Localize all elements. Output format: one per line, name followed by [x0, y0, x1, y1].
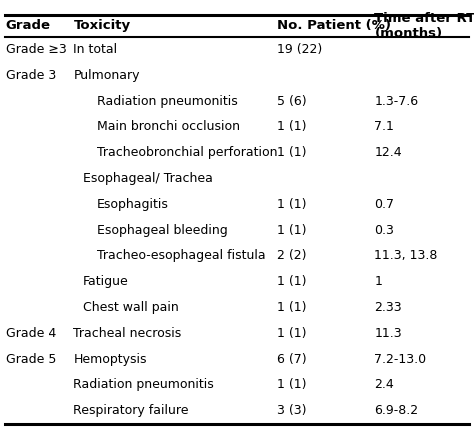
Text: Toxicity: Toxicity [73, 19, 131, 32]
Text: 0.7: 0.7 [374, 198, 394, 211]
Text: Esophageal/ Trachea: Esophageal/ Trachea [83, 172, 213, 185]
Text: Radiation pneumonitis: Radiation pneumonitis [97, 95, 238, 108]
Text: 1 (1): 1 (1) [277, 301, 307, 314]
Text: 3 (3): 3 (3) [277, 404, 307, 417]
Text: Main bronchi occlusion: Main bronchi occlusion [97, 120, 240, 133]
Text: Tracheal necrosis: Tracheal necrosis [73, 327, 182, 340]
Text: Grade 5: Grade 5 [6, 353, 56, 366]
Text: Hemoptysis: Hemoptysis [73, 353, 147, 366]
Text: Grade 3: Grade 3 [6, 69, 56, 82]
Text: 11.3, 13.8: 11.3, 13.8 [374, 249, 438, 262]
Text: Radiation pneumonitis: Radiation pneumonitis [73, 378, 214, 391]
Text: 7.2-13.0: 7.2-13.0 [374, 353, 427, 366]
Text: 2 (2): 2 (2) [277, 249, 307, 262]
Text: 6 (7): 6 (7) [277, 353, 307, 366]
Text: 1 (1): 1 (1) [277, 224, 307, 236]
Text: 1 (1): 1 (1) [277, 378, 307, 391]
Text: Esophagitis: Esophagitis [97, 198, 169, 211]
Text: 1 (1): 1 (1) [277, 146, 307, 159]
Text: Esophageal bleeding: Esophageal bleeding [97, 224, 228, 236]
Text: Tracheobronchial perforation: Tracheobronchial perforation [97, 146, 278, 159]
Text: 1 (1): 1 (1) [277, 275, 307, 288]
Text: Time after RT
(months): Time after RT (months) [374, 12, 474, 40]
Text: 12.4: 12.4 [374, 146, 402, 159]
Text: 0.3: 0.3 [374, 224, 394, 236]
Text: 19 (22): 19 (22) [277, 43, 322, 56]
Text: 1 (1): 1 (1) [277, 327, 307, 340]
Text: 1 (1): 1 (1) [277, 198, 307, 211]
Text: 1 (1): 1 (1) [277, 120, 307, 133]
Text: Respiratory failure: Respiratory failure [73, 404, 189, 417]
Text: Pulmonary: Pulmonary [73, 69, 140, 82]
Text: 5 (6): 5 (6) [277, 95, 307, 108]
Text: 7.1: 7.1 [374, 120, 394, 133]
Text: 6.9-8.2: 6.9-8.2 [374, 404, 419, 417]
Text: Tracheo-esophageal fistula: Tracheo-esophageal fistula [97, 249, 266, 262]
Text: 2.4: 2.4 [374, 378, 394, 391]
Text: 2.33: 2.33 [374, 301, 402, 314]
Text: In total: In total [73, 43, 118, 56]
Text: 1.3-7.6: 1.3-7.6 [374, 95, 419, 108]
Text: Fatigue: Fatigue [83, 275, 129, 288]
Text: Chest wall pain: Chest wall pain [83, 301, 179, 314]
Text: 1: 1 [374, 275, 383, 288]
Text: No. Patient (%): No. Patient (%) [277, 19, 392, 32]
Text: Grade 4: Grade 4 [6, 327, 56, 340]
Text: Grade: Grade [6, 19, 51, 32]
Text: 11.3: 11.3 [374, 327, 402, 340]
Text: Grade ≥3: Grade ≥3 [6, 43, 66, 56]
